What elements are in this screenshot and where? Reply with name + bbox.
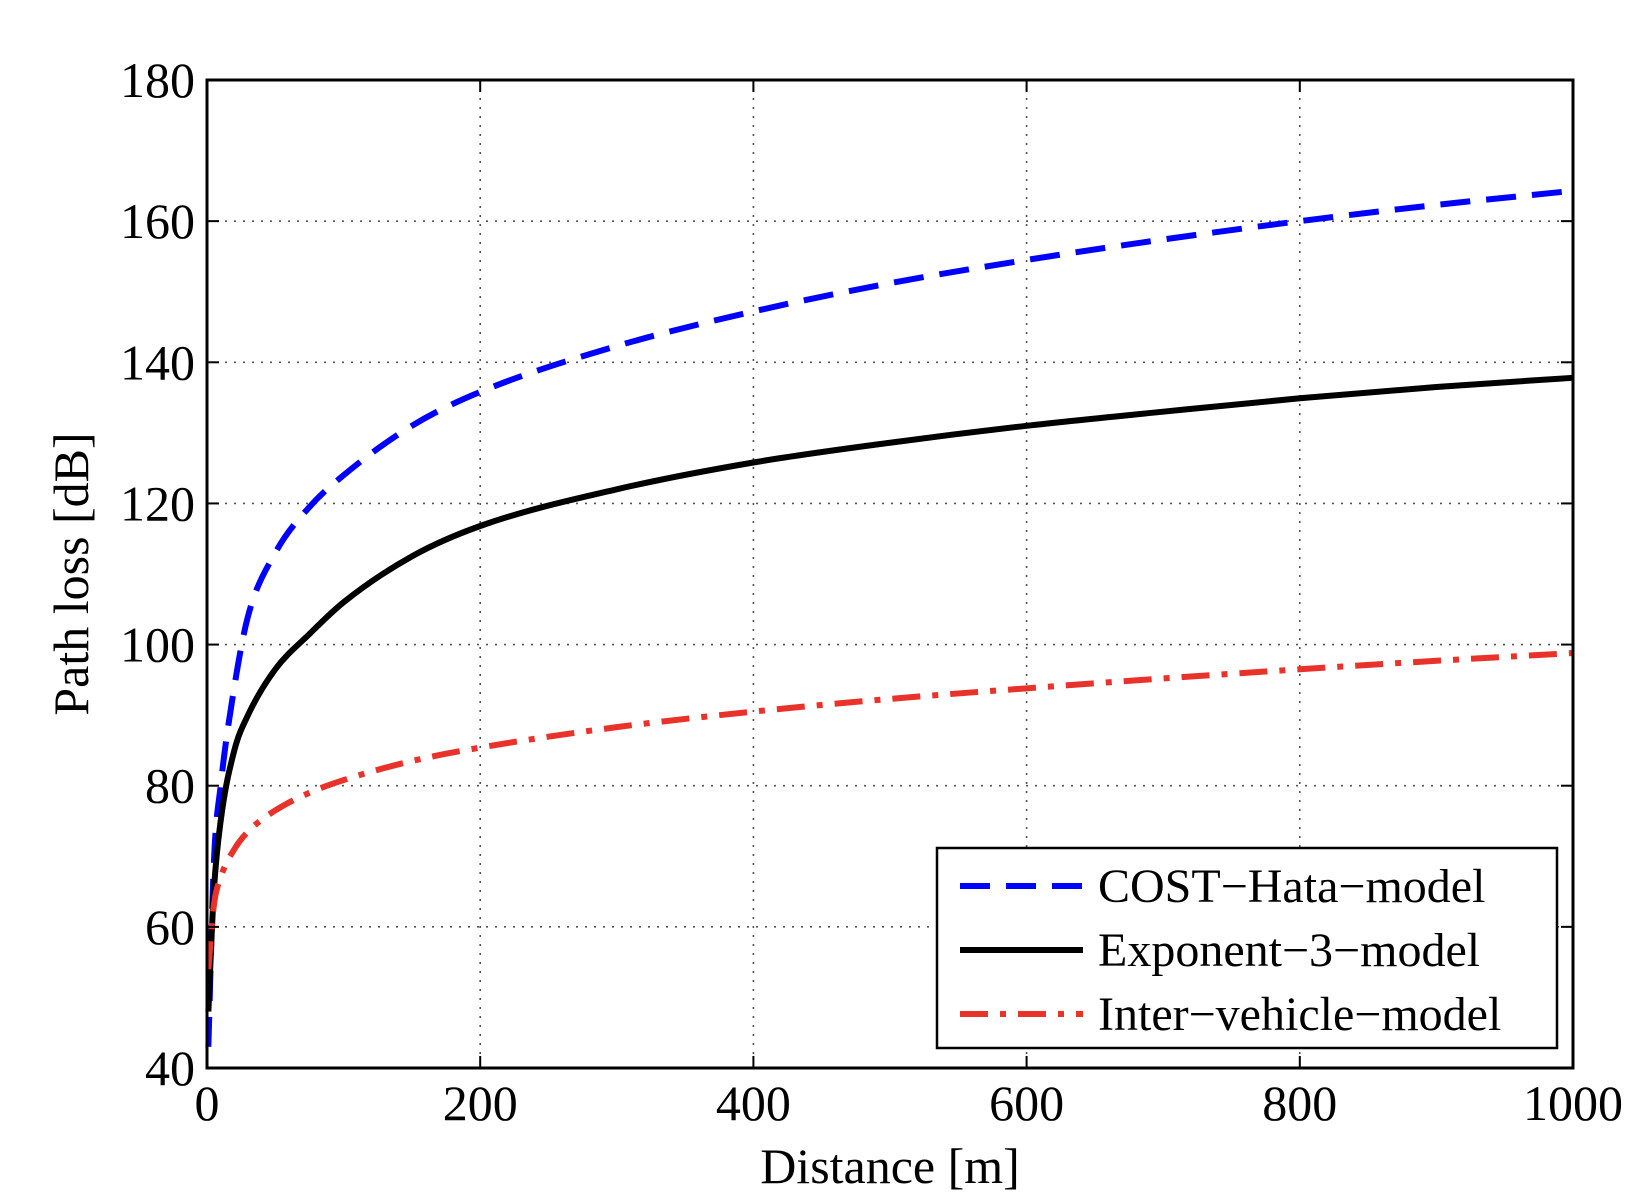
x-tick-label-800: 800: [1262, 1075, 1337, 1131]
series-line-inter-vehicle: [205, 650, 1574, 970]
tick-labels: 0 200 400 600 800 1000 40 60 80 100 120 140 160 180: [120, 52, 1623, 1131]
x-axis-label: Distance [m]: [760, 1138, 1020, 1194]
legend-label-exponent-3: Exponent−3−model: [1098, 924, 1480, 977]
y-tick-label-100: 100: [120, 617, 195, 673]
x-tick-label-600: 600: [989, 1075, 1064, 1131]
x-tick-label-0: 0: [195, 1075, 220, 1131]
y-tick-label-60: 60: [145, 899, 195, 955]
y-tick-label-160: 160: [120, 193, 195, 249]
y-tick-label-40: 40: [145, 1040, 195, 1096]
y-tick-label-80: 80: [145, 758, 195, 814]
y-tick-label-180: 180: [120, 52, 195, 108]
y-tick-label-120: 120: [120, 475, 195, 531]
x-tick-label-400: 400: [716, 1075, 791, 1131]
y-axis-label: Path loss [dB]: [43, 432, 99, 715]
y-tick-label-140: 140: [120, 334, 195, 390]
series-layer: [205, 187, 1574, 1047]
legend-label-inter-vehicle: Inter−vehicle−model: [1098, 988, 1501, 1041]
x-tick-label-1000: 1000: [1523, 1075, 1623, 1131]
series-line-cost-hata: [205, 187, 1574, 1047]
plot-frame: [205, 78, 1575, 1070]
x-tick-label-200: 200: [443, 1075, 518, 1131]
axis-ticks: [206, 79, 1574, 1069]
legend-label-cost-hata: COST−Hata−model: [1098, 860, 1485, 913]
legend: COST−Hata−model Exponent−3−model Inter−v…: [935, 846, 1559, 1050]
series-line-exponent-3: [205, 374, 1574, 1012]
